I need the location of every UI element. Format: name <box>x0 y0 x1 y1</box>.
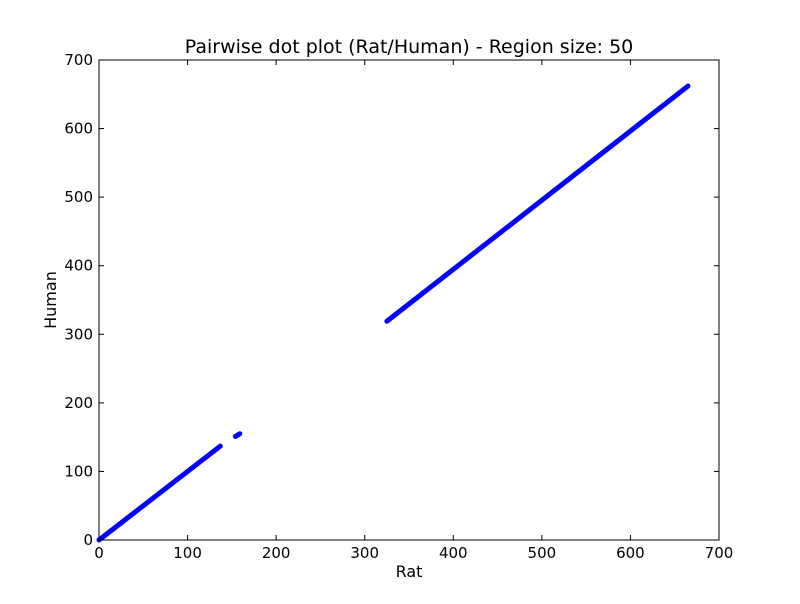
x-tick-label: 200 <box>262 544 291 562</box>
x-tick-label: 0 <box>94 544 104 562</box>
dot-segment-3 <box>384 83 691 324</box>
x-tick-label: 400 <box>439 544 468 562</box>
y-tick-label: 200 <box>64 394 93 412</box>
y-tick-label: 700 <box>64 51 93 69</box>
y-tick-label: 300 <box>64 325 93 343</box>
plot-frame <box>98 59 720 541</box>
y-tick-label: 0 <box>83 531 93 549</box>
x-tick-label: 300 <box>350 544 379 562</box>
y-axis-label: Human <box>41 271 60 329</box>
y-tick-label: 500 <box>64 188 93 206</box>
y-tick-label: 400 <box>64 257 93 275</box>
chart-title: Pairwise dot plot (Rat/Human) - Region s… <box>185 36 634 58</box>
dot-segment-2 <box>232 431 243 439</box>
y-tick-label: 100 <box>64 462 93 480</box>
x-tick-label: 600 <box>616 544 645 562</box>
x-tick-label: 500 <box>528 544 557 562</box>
dot-segment-1 <box>96 443 223 543</box>
x-axis-label: Rat <box>396 562 423 581</box>
x-tick-label: 700 <box>705 544 734 562</box>
x-tick-label: 100 <box>173 544 202 562</box>
y-tick-label: 600 <box>64 120 93 138</box>
